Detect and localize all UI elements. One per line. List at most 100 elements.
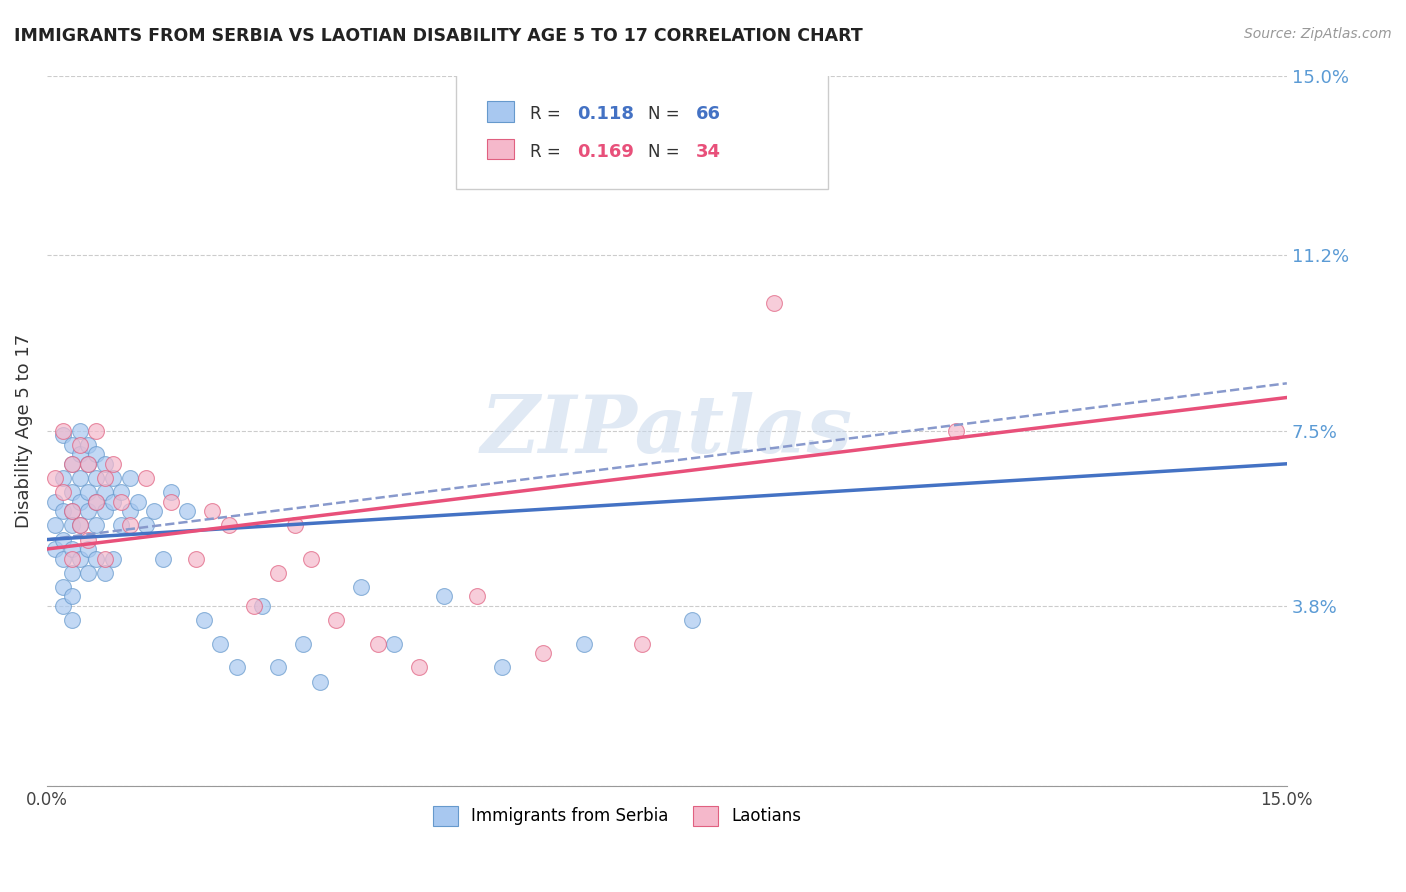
Text: R =: R = — [530, 105, 567, 123]
Point — [60, 590, 83, 604]
Point — [160, 485, 183, 500]
Point — [152, 551, 174, 566]
Point — [184, 551, 207, 566]
Point — [267, 566, 290, 580]
Text: N =: N = — [648, 143, 685, 161]
Point — [52, 580, 75, 594]
Point — [193, 613, 215, 627]
Point — [308, 674, 330, 689]
Point — [94, 457, 117, 471]
Point — [681, 613, 703, 627]
Point — [86, 424, 108, 438]
Point — [52, 428, 75, 442]
Point — [325, 613, 347, 627]
Point — [350, 580, 373, 594]
Point — [94, 566, 117, 580]
Point — [292, 637, 315, 651]
Point — [44, 518, 66, 533]
Point — [763, 295, 786, 310]
Point — [242, 599, 264, 613]
Point — [60, 551, 83, 566]
Point — [69, 518, 91, 533]
Point — [101, 494, 124, 508]
Point — [86, 551, 108, 566]
Point — [135, 518, 157, 533]
Point — [433, 590, 456, 604]
Point — [60, 457, 83, 471]
Point — [86, 494, 108, 508]
Point — [101, 457, 124, 471]
Point — [465, 590, 488, 604]
Point — [209, 637, 232, 651]
Point — [299, 551, 322, 566]
Point — [491, 660, 513, 674]
Text: IMMIGRANTS FROM SERBIA VS LAOTIAN DISABILITY AGE 5 TO 17 CORRELATION CHART: IMMIGRANTS FROM SERBIA VS LAOTIAN DISABI… — [14, 27, 863, 45]
Point — [160, 494, 183, 508]
Point — [110, 494, 132, 508]
Point — [77, 533, 100, 547]
Point — [77, 457, 100, 471]
Point — [86, 471, 108, 485]
Point — [945, 424, 967, 438]
Text: Source: ZipAtlas.com: Source: ZipAtlas.com — [1244, 27, 1392, 41]
Point — [127, 494, 149, 508]
Point — [44, 471, 66, 485]
Point — [52, 599, 75, 613]
Text: 0.118: 0.118 — [578, 105, 634, 123]
Point — [267, 660, 290, 674]
Point — [86, 518, 108, 533]
Text: 66: 66 — [696, 105, 720, 123]
Point — [201, 504, 224, 518]
Point — [94, 485, 117, 500]
Point — [52, 551, 75, 566]
Point — [118, 471, 141, 485]
Point — [69, 471, 91, 485]
Point — [77, 438, 100, 452]
Point — [94, 551, 117, 566]
Point — [69, 447, 91, 461]
Point — [60, 566, 83, 580]
Point — [574, 637, 596, 651]
Point — [69, 494, 91, 508]
Point — [86, 494, 108, 508]
Point — [69, 551, 91, 566]
Text: N =: N = — [648, 105, 685, 123]
Text: R =: R = — [530, 143, 567, 161]
Point — [77, 457, 100, 471]
Point — [77, 566, 100, 580]
Point — [408, 660, 430, 674]
Point — [110, 485, 132, 500]
Point — [60, 542, 83, 557]
Point — [101, 551, 124, 566]
Point — [60, 438, 83, 452]
Point — [110, 518, 132, 533]
Point — [60, 613, 83, 627]
Point — [218, 518, 240, 533]
Text: ZIPatlas: ZIPatlas — [481, 392, 853, 469]
Point — [44, 494, 66, 508]
Point — [60, 457, 83, 471]
Point — [226, 660, 249, 674]
Point — [101, 471, 124, 485]
Point — [631, 637, 654, 651]
Point — [94, 504, 117, 518]
Point — [52, 533, 75, 547]
Point — [44, 542, 66, 557]
Point — [94, 471, 117, 485]
Y-axis label: Disability Age 5 to 17: Disability Age 5 to 17 — [15, 334, 32, 528]
FancyBboxPatch shape — [456, 72, 828, 189]
Point — [69, 424, 91, 438]
Point — [531, 646, 554, 660]
Point — [60, 504, 83, 518]
Point — [77, 542, 100, 557]
Point — [135, 471, 157, 485]
FancyBboxPatch shape — [486, 139, 515, 160]
Point — [60, 485, 83, 500]
Point — [367, 637, 389, 651]
Point — [284, 518, 307, 533]
Point — [250, 599, 273, 613]
Text: 0.169: 0.169 — [578, 143, 634, 161]
Text: 34: 34 — [696, 143, 720, 161]
Point — [69, 438, 91, 452]
Point — [60, 504, 83, 518]
